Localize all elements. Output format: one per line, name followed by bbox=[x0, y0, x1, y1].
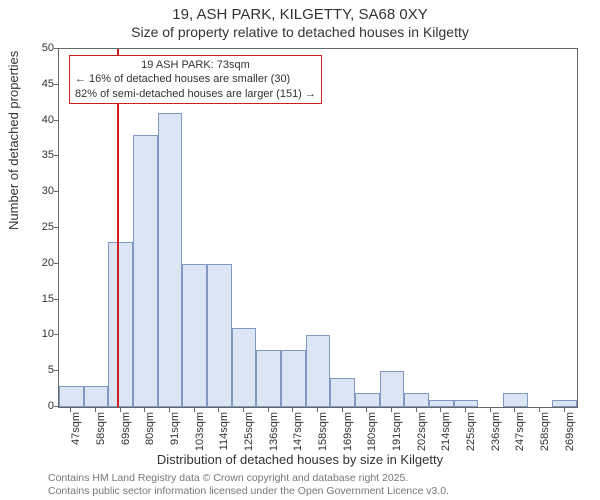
x-tick-label: 202sqm bbox=[416, 412, 428, 452]
y-tick-label: 45 bbox=[24, 78, 54, 90]
footer-line-1: Contains HM Land Registry data © Crown c… bbox=[48, 472, 449, 485]
x-tick-mark bbox=[194, 408, 195, 412]
x-tick-label: 47sqm bbox=[70, 412, 82, 452]
histogram-bar bbox=[503, 393, 528, 407]
y-tick-label: 15 bbox=[24, 293, 54, 305]
histogram-bar bbox=[232, 328, 257, 407]
y-tick-mark bbox=[54, 84, 58, 85]
histogram-bar bbox=[454, 400, 479, 407]
x-tick-mark bbox=[539, 408, 540, 412]
x-tick-label: 191sqm bbox=[391, 412, 403, 452]
histogram-bar bbox=[182, 264, 207, 407]
x-tick-label: 136sqm bbox=[268, 412, 280, 452]
x-tick-mark bbox=[342, 408, 343, 412]
histogram-bar bbox=[306, 335, 331, 407]
histogram-bar bbox=[133, 135, 158, 407]
y-tick-label: 10 bbox=[24, 328, 54, 340]
x-tick-mark bbox=[366, 408, 367, 412]
y-tick-label: 40 bbox=[24, 114, 54, 126]
x-tick-label: 58sqm bbox=[95, 412, 107, 452]
annotation-line-3: 82% of semi-detached houses are larger (… bbox=[75, 87, 316, 101]
histogram-bar bbox=[552, 400, 577, 407]
x-tick-label: 91sqm bbox=[169, 412, 181, 452]
x-tick-mark bbox=[120, 408, 121, 412]
x-tick-label: 169sqm bbox=[342, 412, 354, 452]
histogram-bar bbox=[84, 386, 109, 407]
x-tick-label: 269sqm bbox=[564, 412, 576, 452]
y-tick-label: 20 bbox=[24, 257, 54, 269]
x-tick-label: 236sqm bbox=[490, 412, 502, 452]
x-tick-label: 225sqm bbox=[465, 412, 477, 452]
x-tick-label: 180sqm bbox=[366, 412, 378, 452]
histogram-bar bbox=[404, 393, 429, 407]
x-tick-mark bbox=[490, 408, 491, 412]
x-tick-label: 247sqm bbox=[514, 412, 526, 452]
x-tick-mark bbox=[243, 408, 244, 412]
plot-area: 19 ASH PARK: 73sqm← 16% of detached hous… bbox=[58, 48, 578, 408]
y-tick-label: 0 bbox=[24, 400, 54, 412]
histogram-bar bbox=[330, 378, 355, 407]
y-axis-label: Number of detached properties bbox=[6, 51, 21, 230]
histogram-bar bbox=[207, 264, 232, 407]
y-tick-label: 50 bbox=[24, 42, 54, 54]
x-axis-label: Distribution of detached houses by size … bbox=[0, 452, 600, 467]
histogram-bar bbox=[59, 386, 84, 407]
x-tick-mark bbox=[514, 408, 515, 412]
histogram-bar bbox=[429, 400, 454, 407]
x-tick-mark bbox=[416, 408, 417, 412]
y-tick-mark bbox=[54, 406, 58, 407]
x-tick-mark bbox=[292, 408, 293, 412]
x-tick-label: 125sqm bbox=[243, 412, 255, 452]
x-tick-mark bbox=[95, 408, 96, 412]
x-tick-mark bbox=[169, 408, 170, 412]
x-tick-mark bbox=[465, 408, 466, 412]
y-tick-mark bbox=[54, 120, 58, 121]
x-tick-label: 258sqm bbox=[539, 412, 551, 452]
footer-attribution: Contains HM Land Registry data © Crown c… bbox=[48, 472, 449, 498]
footer-line-2: Contains public sector information licen… bbox=[48, 485, 449, 498]
x-tick-label: 114sqm bbox=[218, 412, 230, 452]
x-tick-mark bbox=[564, 408, 565, 412]
y-tick-label: 35 bbox=[24, 149, 54, 161]
chart-container: 19, ASH PARK, KILGETTY, SA68 0XY Size of… bbox=[0, 0, 600, 500]
y-tick-mark bbox=[54, 334, 58, 335]
y-tick-mark bbox=[54, 155, 58, 156]
y-tick-label: 30 bbox=[24, 185, 54, 197]
x-tick-mark bbox=[218, 408, 219, 412]
histogram-bar bbox=[256, 350, 281, 407]
x-tick-mark bbox=[144, 408, 145, 412]
x-tick-label: 158sqm bbox=[317, 412, 329, 452]
x-tick-mark bbox=[70, 408, 71, 412]
y-tick-mark bbox=[54, 263, 58, 264]
x-tick-label: 147sqm bbox=[292, 412, 304, 452]
annotation-line-1: 19 ASH PARK: 73sqm bbox=[75, 58, 316, 72]
histogram-bar bbox=[355, 393, 380, 407]
annotation-line-2: ← 16% of detached houses are smaller (30… bbox=[75, 72, 316, 86]
y-tick-mark bbox=[54, 191, 58, 192]
x-tick-label: 214sqm bbox=[440, 412, 452, 452]
x-tick-mark bbox=[440, 408, 441, 412]
x-tick-mark bbox=[268, 408, 269, 412]
x-tick-label: 103sqm bbox=[194, 412, 206, 452]
histogram-bar bbox=[380, 371, 405, 407]
x-tick-mark bbox=[317, 408, 318, 412]
x-tick-label: 80sqm bbox=[144, 412, 156, 452]
histogram-bar bbox=[108, 242, 133, 407]
x-tick-label: 69sqm bbox=[120, 412, 132, 452]
histogram-bar bbox=[281, 350, 306, 407]
y-tick-mark bbox=[54, 370, 58, 371]
y-tick-mark bbox=[54, 227, 58, 228]
y-tick-mark bbox=[54, 299, 58, 300]
y-tick-label: 25 bbox=[24, 221, 54, 233]
histogram-bar bbox=[158, 113, 183, 407]
y-tick-label: 5 bbox=[24, 364, 54, 376]
x-tick-mark bbox=[391, 408, 392, 412]
annotation-box: 19 ASH PARK: 73sqm← 16% of detached hous… bbox=[69, 55, 322, 104]
y-tick-mark bbox=[54, 48, 58, 49]
chart-title-sub: Size of property relative to detached ho… bbox=[0, 24, 600, 40]
chart-title-main: 19, ASH PARK, KILGETTY, SA68 0XY bbox=[0, 6, 600, 23]
